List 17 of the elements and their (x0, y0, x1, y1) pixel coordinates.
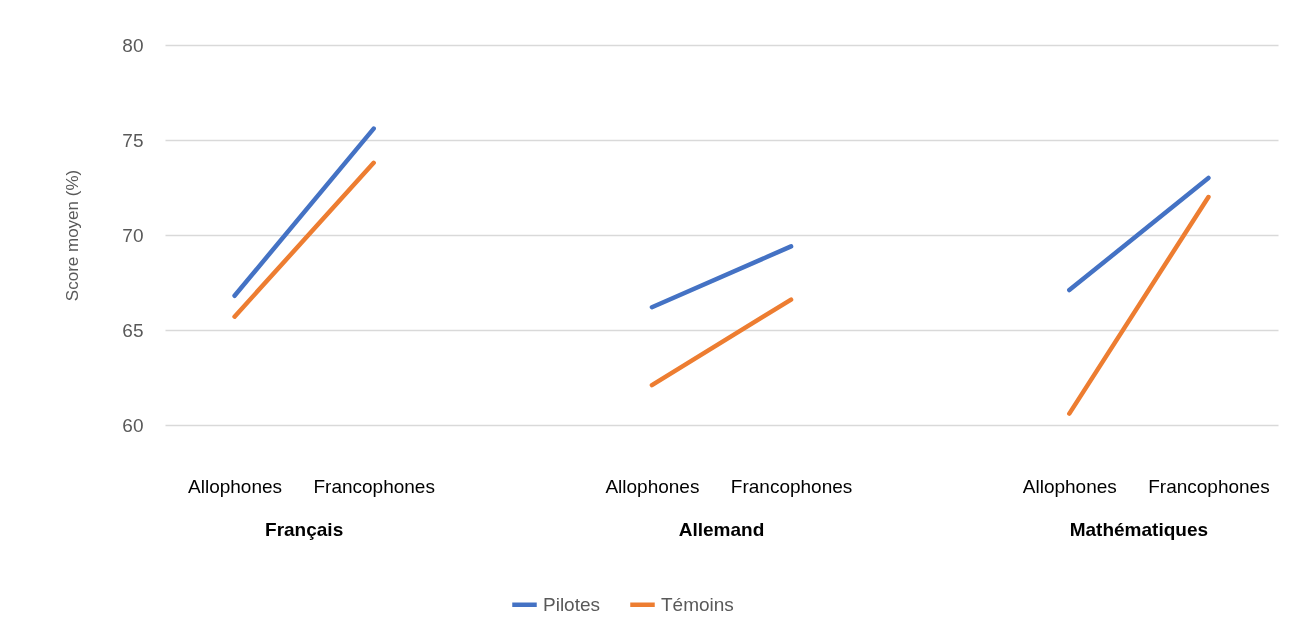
x-tick-label: Francophones (1148, 475, 1270, 497)
legend-label: Pilotes (543, 593, 601, 615)
text: Mathématiques (1069, 519, 1209, 540)
text: Allemand (678, 519, 765, 540)
y-tick-label: 60 (122, 414, 144, 436)
y-tick-label: 65 (122, 319, 144, 341)
x-tick-label: Allophones (605, 475, 700, 497)
x-tick-label: Allophones (188, 475, 283, 497)
x-tick-label: Francophones (313, 475, 435, 497)
y-tick-label: 80 (122, 34, 144, 56)
text: Français (265, 519, 344, 540)
legend-label: Témoins (661, 593, 734, 615)
y-tick-label: 75 (122, 129, 144, 151)
y-axis-title: Score moyen (%) (63, 169, 83, 302)
y-tick-label: 70 (122, 224, 144, 246)
x-tick-label: Allophones (1022, 475, 1117, 497)
x-tick-label: Francophones (730, 475, 853, 497)
